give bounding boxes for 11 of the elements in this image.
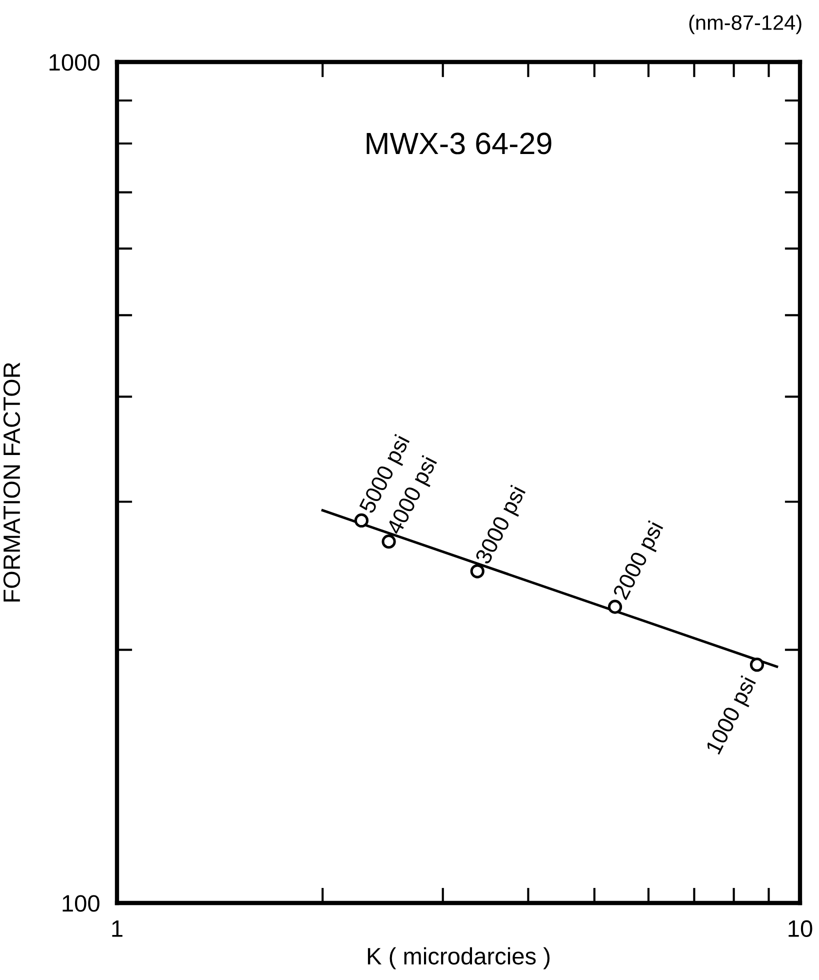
annotation: 2000 psi: [612, 520, 668, 602]
text: MWX-3 64-29: [366, 132, 552, 154]
x-tick-label: 1: [112, 920, 122, 937]
y-axis-title: FORMATION FACTOR: [3, 362, 20, 602]
x-axis-title: K ( microdarcies ): [368, 947, 550, 970]
text: (nm-87-124): [689, 14, 802, 34]
annotation: 1000 psi: [704, 675, 760, 757]
x-tick-label: 10: [788, 920, 812, 938]
annotation: 3000 psi: [474, 484, 530, 567]
y-tick-label: 1000: [50, 54, 100, 71]
y-tick-label: 100: [62, 895, 100, 912]
